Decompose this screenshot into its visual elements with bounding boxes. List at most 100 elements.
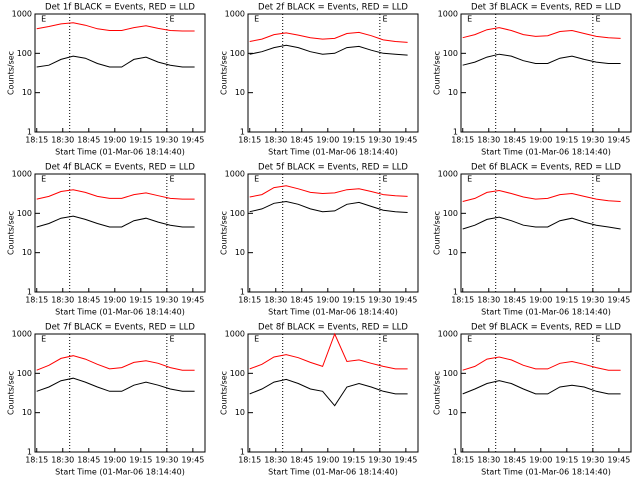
x-tick-label: 19:45 (181, 456, 204, 465)
x-tick-label: 19:15 (129, 296, 152, 305)
series-line (36, 377, 195, 392)
x-tick-label: 19:45 (394, 456, 417, 465)
series-line (36, 55, 195, 68)
x-tick-label: 18:15 (238, 456, 261, 465)
x-tick-label: 18:30 (51, 456, 74, 465)
x-axis-label: Start Time (01-Mar-06 18:14:40) (268, 468, 398, 477)
plot-frame (460, 173, 632, 293)
panel: Det 2f BLACK = Events, RED = LLD Start Ti… (220, 3, 419, 157)
y-axis-label: Counts/sec (220, 211, 229, 255)
series-line (249, 44, 408, 56)
x-tick-label: 18:15 (451, 136, 474, 145)
plot-frame (247, 13, 419, 133)
series-line (462, 189, 621, 202)
series-line (36, 189, 195, 200)
y-tick-label: 1000 (225, 170, 245, 179)
plot-frame (460, 333, 632, 453)
y-tick-label: 1000 (12, 170, 32, 179)
chart-title: Det 1f BLACK = Events, RED = LLD (45, 3, 195, 13)
y-tick-label: 1000 (438, 10, 458, 19)
series-line (36, 22, 195, 32)
x-tick-label: 19:15 (129, 136, 152, 145)
x-tick-label: 18:15 (238, 136, 261, 145)
x-tick-label: 18:45 (503, 136, 526, 145)
x-tick-label: 19:00 (103, 296, 126, 305)
chart-title: Det 6f BLACK = Events, RED = LLD (471, 163, 621, 173)
x-tick-label: 19:45 (181, 136, 204, 145)
x-tick-label: 19:15 (555, 136, 578, 145)
chart-title: Det 4f BLACK = Events, RED = LLD (45, 163, 195, 173)
y-tick-label: 10 (22, 408, 32, 417)
y-tick-label: 1 (27, 448, 32, 457)
series-line (462, 216, 621, 230)
x-tick-label: 19:00 (529, 456, 552, 465)
x-tick-label: 18:15 (238, 296, 261, 305)
y-tick-label: 1000 (438, 170, 458, 179)
y-tick-label: 100 (230, 49, 245, 58)
plot-frame (247, 173, 419, 293)
x-tick-label: 18:15 (25, 136, 48, 145)
x-tick-label: 19:00 (103, 456, 126, 465)
x-tick-label: 19:00 (316, 296, 339, 305)
y-tick-label: 1 (240, 128, 245, 137)
annotation: E (170, 335, 175, 344)
y-axis-label: Counts/sec (433, 371, 442, 415)
y-tick-label: 1000 (12, 330, 32, 339)
x-tick-label: 19:45 (607, 456, 630, 465)
plot-frame (34, 333, 206, 453)
annotation: E (467, 15, 472, 24)
panel: Det 9f BLACK = Events, RED = LLD Start Ti… (433, 323, 632, 477)
x-tick-label: 19:15 (129, 456, 152, 465)
plot-frame (34, 13, 206, 133)
y-tick-label: 1 (453, 288, 458, 297)
x-tick-label: 18:45 (77, 296, 100, 305)
annotation: E (41, 15, 46, 24)
x-tick-label: 18:15 (451, 456, 474, 465)
y-tick-label: 10 (22, 88, 32, 97)
annotation: E (383, 15, 388, 24)
panel: Det 1f BLACK = Events, RED = LLD Start Ti… (7, 3, 206, 157)
y-tick-label: 10 (235, 88, 245, 97)
y-tick-label: 1 (240, 448, 245, 457)
annotation: E (170, 175, 175, 184)
y-tick-label: 10 (448, 88, 458, 97)
x-tick-label: 18:30 (51, 296, 74, 305)
plot-frame (34, 173, 206, 293)
panel: Det 5f BLACK = Events, RED = LLD Start Ti… (220, 163, 419, 317)
y-tick-label: 1000 (225, 10, 245, 19)
x-axis-label: Start Time (01-Mar-06 18:14:40) (481, 148, 611, 157)
series-line (36, 355, 195, 371)
series-line (462, 380, 621, 395)
x-tick-label: 18:30 (477, 456, 500, 465)
series-line (249, 200, 408, 213)
x-tick-label: 19:15 (555, 296, 578, 305)
annotation: E (254, 175, 259, 184)
x-axis-label: Start Time (01-Mar-06 18:14:40) (55, 308, 185, 317)
x-tick-label: 19:15 (342, 296, 365, 305)
x-tick-label: 19:45 (394, 136, 417, 145)
annotation: E (596, 335, 601, 344)
y-tick-label: 10 (235, 248, 245, 257)
chart-title: Det 8f BLACK = Events, RED = LLD (258, 323, 408, 333)
y-tick-label: 10 (448, 248, 458, 257)
y-tick-label: 100 (443, 369, 458, 378)
x-tick-label: 18:15 (451, 296, 474, 305)
x-tick-label: 18:30 (264, 136, 287, 145)
x-tick-label: 19:45 (607, 296, 630, 305)
x-tick-label: 19:30 (368, 456, 391, 465)
x-tick-label: 18:45 (290, 456, 313, 465)
x-tick-label: 19:30 (155, 296, 178, 305)
x-tick-label: 18:45 (77, 456, 100, 465)
y-tick-label: 1 (240, 288, 245, 297)
y-axis-label: Counts/sec (7, 211, 16, 255)
series-line (462, 27, 621, 39)
x-tick-label: 19:30 (368, 136, 391, 145)
x-tick-label: 19:30 (368, 296, 391, 305)
annotation: E (383, 335, 388, 344)
y-tick-label: 100 (17, 209, 32, 218)
y-tick-label: 10 (235, 408, 245, 417)
annotation: E (467, 175, 472, 184)
x-tick-label: 18:30 (51, 136, 74, 145)
annotation: E (41, 335, 46, 344)
